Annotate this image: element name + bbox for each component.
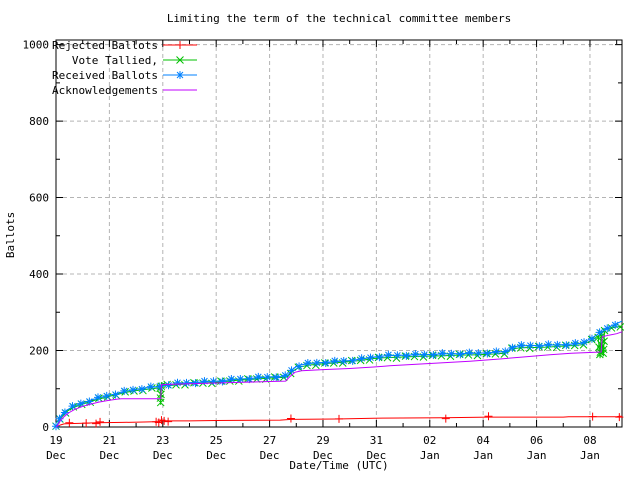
x-tick-month: Jan (420, 449, 440, 462)
legend-label: Received Ballots (52, 69, 158, 82)
series-received-ballots (52, 320, 623, 431)
plot-area: 19 Dec 21 Dec 23 Dec 25 Dec 27 Dec 29 Dec 31 Dec 02 Jan… (23, 39, 625, 462)
x-tick-day: 25 (210, 434, 223, 447)
y-tick-label: 0 (42, 421, 49, 434)
y-tick-label: 200 (29, 345, 49, 358)
x-tick-day: 27 (263, 434, 276, 447)
legend-marker-sample (176, 56, 184, 64)
axis-tick-labels: 19 Dec 21 Dec 23 Dec 25 Dec 27 Dec 29 Dec 31 Dec 02 Jan… (23, 39, 600, 462)
x-tick-day: 19 (49, 434, 62, 447)
legend-label: Vote Tallied, (72, 54, 158, 67)
x-axis-label: Date/Time (UTC) (289, 459, 388, 472)
legend-entry-acknowledgements: Acknowledgements (52, 84, 197, 97)
legend-marker-sample (176, 71, 184, 79)
series-markers-received-ballots (52, 320, 620, 431)
x-tick-day: 23 (156, 434, 169, 447)
x-tick-day: 02 (423, 434, 436, 447)
x-tick-day: 31 (370, 434, 383, 447)
x-tick-month: Jan (580, 449, 600, 462)
series-markers-vote-tallied (52, 323, 625, 431)
y-tick-label: 1000 (23, 39, 50, 52)
y-tick-label: 800 (29, 115, 49, 128)
legend-label: Acknowledgements (52, 84, 158, 97)
series-rejected-ballots (55, 412, 624, 428)
x-tick-day: 04 (477, 434, 491, 447)
x-tick-month: Dec (153, 449, 173, 462)
x-tick-day: 29 (316, 434, 329, 447)
x-tick-day: 21 (103, 434, 116, 447)
y-axis-label: Ballots (4, 212, 17, 258)
x-tick-month: Dec (366, 449, 386, 462)
legend-entry-rejected-ballots: Rejected Ballots (52, 39, 197, 52)
plot-border (55, 39, 623, 428)
axis-ticks (55, 40, 622, 428)
x-tick-month: Dec (99, 449, 119, 462)
series-line-rejected-ballots (55, 415, 622, 428)
grid-lines (56, 40, 622, 427)
series-line-acknowledgements (55, 331, 623, 428)
x-tick-day: 06 (530, 434, 543, 447)
chart-title: Limiting the term of the technical commi… (167, 12, 511, 25)
legend: Rejected Ballots Vote Tallied, Received Ba… (52, 39, 197, 97)
y-tick-label: 600 (29, 192, 49, 205)
legend-marker-sample (176, 41, 184, 49)
y-tick-label: 400 (29, 268, 49, 281)
x-tick-day: 08 (583, 434, 596, 447)
x-tick-month: Dec (260, 449, 280, 462)
x-tick-month: Jan (527, 449, 547, 462)
series-line-received-ballots (55, 320, 623, 428)
x-tick-month: Dec (313, 449, 333, 462)
x-tick-month: Jan (473, 449, 493, 462)
x-tick-month: Dec (206, 449, 226, 462)
series-vote-tallied (52, 323, 625, 431)
legend-label: Rejected Ballots (52, 39, 158, 52)
series-acknowledgements (55, 331, 623, 428)
legend-entry-vote-tallied: Vote Tallied, (72, 54, 197, 67)
legend-entry-received-ballots: Received Ballots (52, 69, 197, 82)
x-tick-month: Dec (46, 449, 66, 462)
series-line-vote-tallied (55, 325, 623, 428)
series-markers-rejected-ballots (65, 412, 624, 428)
